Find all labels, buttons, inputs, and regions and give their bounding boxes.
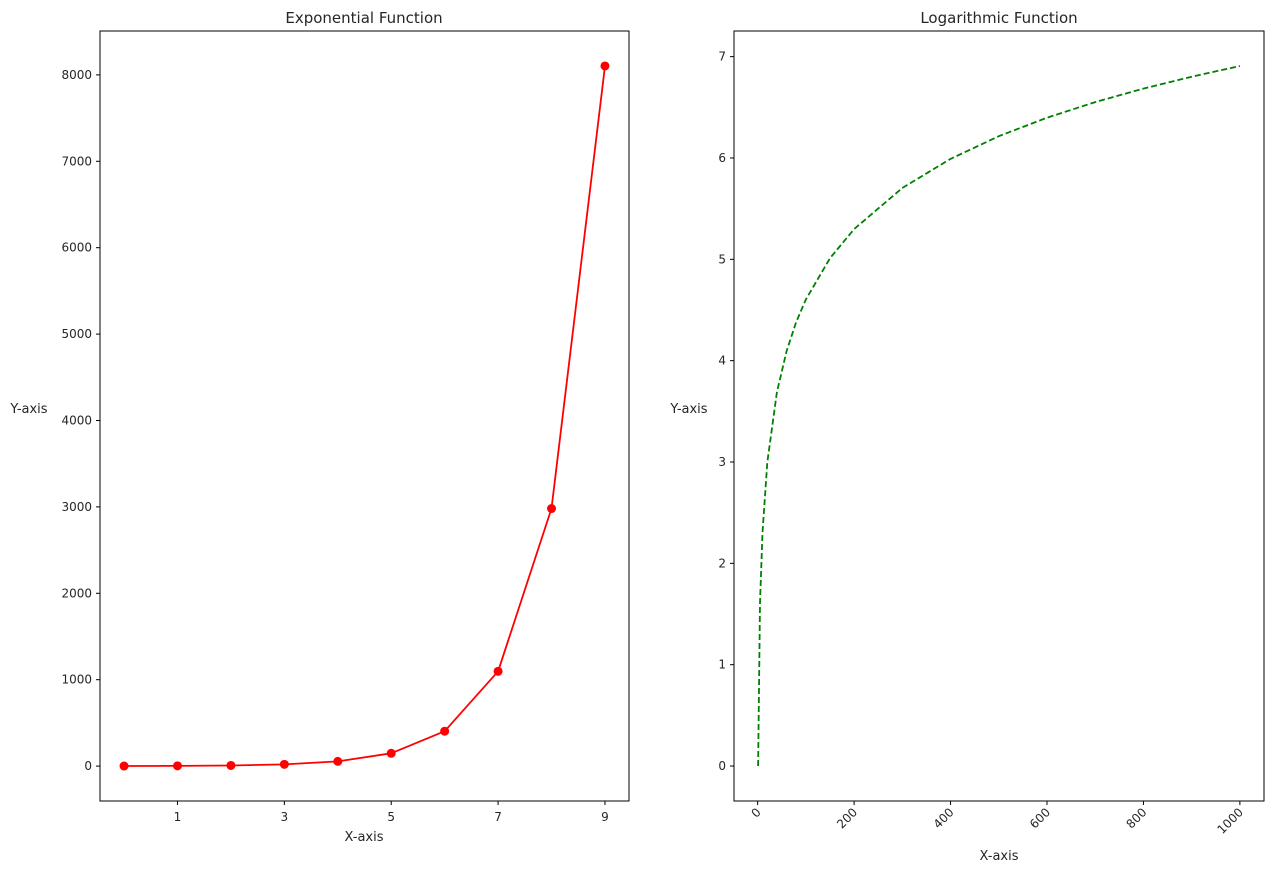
exponential-ticks: 1 3 5 7 9 0 1000 2000 3000 4000 5000 6000 7000 8000 [61, 68, 608, 824]
y-tick-label: 6000 [61, 241, 92, 255]
y-tick-label: 6 [718, 151, 726, 165]
y-tick-label: 5000 [61, 327, 92, 341]
y-tick-label: 4000 [61, 413, 92, 427]
exponential-plot-area [119, 61, 610, 771]
exponential-chart: Exponential Function 1 3 5 7 9 0 1000 2000 3000 4… [9, 9, 630, 845]
data-point-marker [600, 61, 610, 71]
x-tick-label: 600 [1027, 805, 1053, 831]
x-tick-label: 200 [834, 805, 860, 831]
logarithmic-chart-title: Logarithmic Function [920, 9, 1077, 27]
x-tick-label: 1 [174, 810, 182, 824]
x-tick-label: 400 [931, 805, 957, 831]
data-point-marker [493, 666, 503, 676]
logarithmic-x-axis-label: X-axis [980, 849, 1019, 864]
logarithmic-chart: Logarithmic Function 0 200 400 600 800 1000 0 1… [669, 9, 1265, 864]
exponential-chart-title: Exponential Function [285, 9, 442, 27]
exponential-axes-frame [99, 30, 630, 802]
x-tick-label: 0 [748, 805, 763, 820]
exponential-series-line [123, 65, 606, 767]
data-point-marker [386, 748, 396, 758]
y-tick-label: 1000 [61, 673, 92, 687]
x-tick-label: 5 [387, 810, 395, 824]
y-tick-label: 4 [718, 354, 726, 368]
data-point-marker [172, 761, 182, 771]
x-tick-label: 7 [494, 810, 502, 824]
logarithmic-ticks: 0 200 400 600 800 1000 0 1 2 3 4 5 6 7 [718, 50, 1246, 837]
data-point-marker [440, 726, 450, 736]
logarithmic-plot-area [757, 65, 1241, 767]
x-tick-label: 1000 [1215, 805, 1246, 836]
y-tick-label: 7 [718, 50, 726, 64]
y-tick-label: 1 [718, 658, 726, 672]
data-point-marker [119, 761, 129, 771]
logarithmic-series-line [757, 65, 1241, 767]
y-tick-label: 3000 [61, 500, 92, 514]
y-tick-label: 0 [84, 759, 92, 773]
exponential-x-axis-label: X-axis [345, 830, 384, 845]
data-point-marker [279, 759, 289, 769]
data-point-marker [333, 756, 343, 766]
x-tick-label: 800 [1123, 805, 1149, 831]
y-tick-label: 2 [718, 556, 726, 570]
y-tick-label: 0 [718, 759, 726, 773]
data-point-marker [547, 504, 557, 514]
y-tick-label: 3 [718, 455, 726, 469]
logarithmic-axes-frame [733, 30, 1265, 802]
x-tick-label: 9 [601, 810, 609, 824]
y-tick-label: 7000 [61, 154, 92, 168]
y-tick-label: 2000 [61, 586, 92, 600]
y-tick-label: 5 [718, 252, 726, 266]
x-tick-label: 3 [281, 810, 289, 824]
exponential-y-axis-label: Y-axis [9, 402, 47, 417]
data-point-marker [226, 760, 236, 770]
logarithmic-y-axis-label: Y-axis [669, 402, 707, 417]
y-tick-label: 8000 [61, 68, 92, 82]
